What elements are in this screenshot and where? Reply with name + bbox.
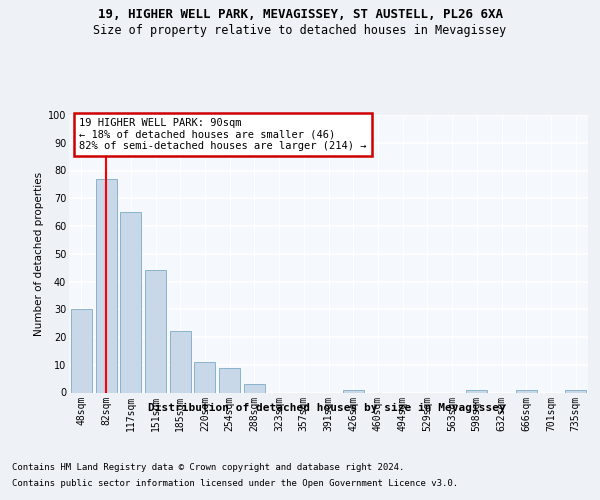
Bar [120,212,141,392]
Bar [194,362,215,392]
Text: Size of property relative to detached houses in Mevagissey: Size of property relative to detached ho… [94,24,506,37]
Bar [466,390,487,392]
Bar [565,390,586,392]
Bar [244,384,265,392]
Bar [145,270,166,392]
Y-axis label: Number of detached properties: Number of detached properties [34,172,44,336]
Text: 19, HIGHER WELL PARK, MEVAGISSEY, ST AUSTELL, PL26 6XA: 19, HIGHER WELL PARK, MEVAGISSEY, ST AUS… [97,8,503,20]
Bar [516,390,537,392]
Bar [219,368,240,392]
Text: 19 HIGHER WELL PARK: 90sqm
← 18% of detached houses are smaller (46)
82% of semi: 19 HIGHER WELL PARK: 90sqm ← 18% of deta… [79,118,367,151]
Text: Contains public sector information licensed under the Open Government Licence v3: Contains public sector information licen… [12,478,458,488]
Bar [170,332,191,392]
Bar [71,309,92,392]
Bar [343,390,364,392]
Bar [95,179,116,392]
Text: Distribution of detached houses by size in Mevagissey: Distribution of detached houses by size … [148,402,506,412]
Text: Contains HM Land Registry data © Crown copyright and database right 2024.: Contains HM Land Registry data © Crown c… [12,464,404,472]
